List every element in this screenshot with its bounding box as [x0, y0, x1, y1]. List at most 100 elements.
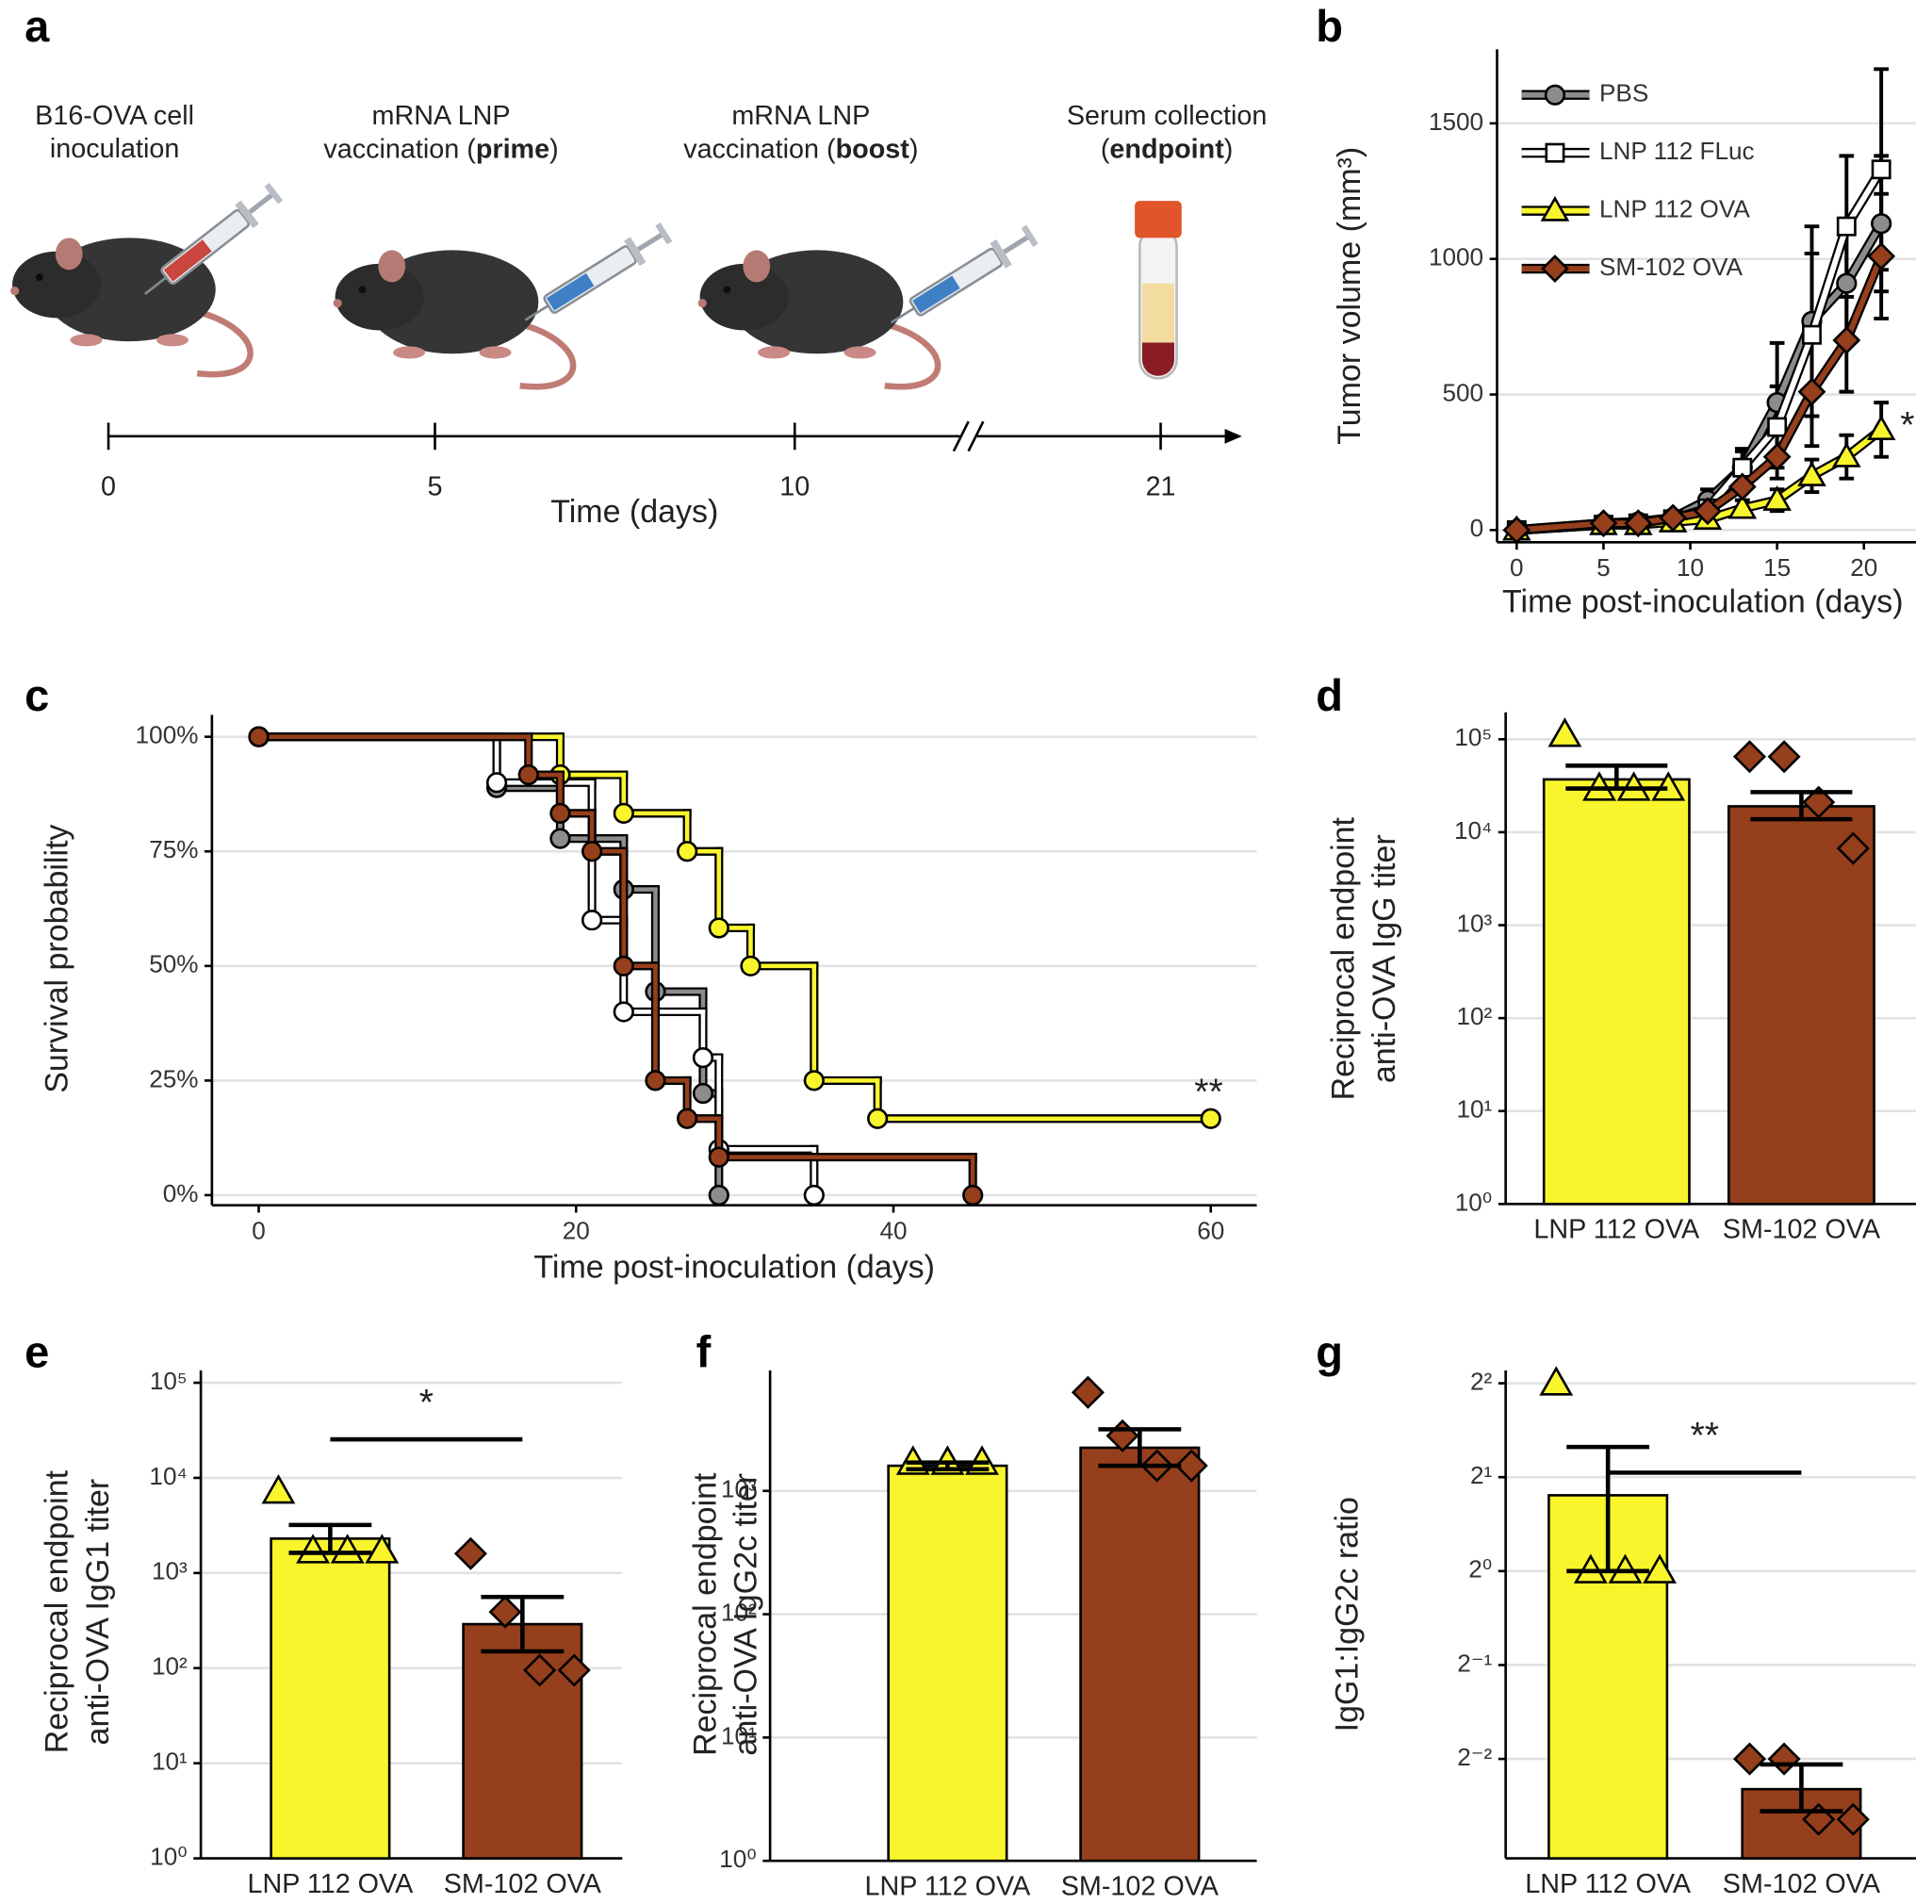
legend-label: SM-102 OVA: [1599, 253, 1744, 281]
x-tick-label: 10: [1677, 553, 1704, 582]
marker: [1541, 254, 1569, 283]
marker: [517, 763, 539, 786]
annotation: **: [1194, 1071, 1223, 1112]
marker: [708, 1146, 729, 1168]
marker: [708, 1184, 729, 1206]
marker: [1732, 740, 1767, 774]
error-bar: [1565, 763, 1668, 791]
marker: [708, 917, 729, 939]
line: [1516, 168, 1884, 533]
x-tick-label: 20: [563, 1216, 590, 1244]
y-tick-label: 100%: [136, 721, 199, 749]
event-label-part: vaccination (: [683, 134, 836, 164]
marker: [581, 841, 603, 862]
marker: [1643, 1553, 1678, 1584]
x-tick-label: LNP 112 OVA: [864, 1872, 1031, 1902]
x-tick-label: 5: [1596, 553, 1611, 582]
timeline-tick-label: 0: [101, 471, 116, 501]
error-bar: [1760, 1762, 1843, 1814]
line: [1516, 254, 1884, 533]
marker: [1762, 484, 1792, 511]
marker: [330, 1534, 365, 1564]
y-tick-label: 10⁵: [1454, 723, 1492, 751]
line-outline: [1515, 167, 1886, 535]
event-label-part: boost: [836, 134, 910, 164]
x-tick-label: 20: [1850, 553, 1877, 582]
marker: [296, 1534, 331, 1564]
panel-label: b: [1316, 1, 1343, 51]
inoculation-syringe: [136, 180, 285, 305]
timeline-tick-label: 21: [1146, 471, 1176, 501]
marker: [523, 1653, 557, 1687]
x-axis-label: Time post-inoculation (days): [1502, 584, 1904, 620]
y-tick-label: 50%: [149, 950, 198, 978]
y-axis-label: Tumor volume (mm³): [1332, 147, 1367, 445]
error-bar: [1566, 1444, 1650, 1574]
y-tick-label: 10⁰: [719, 1845, 757, 1873]
marker: [1802, 324, 1822, 345]
marker: [1174, 1449, 1208, 1483]
marker: [365, 1534, 400, 1564]
annotation: *: [419, 1382, 434, 1423]
event-label-part: ): [549, 134, 559, 164]
panel-label: g: [1316, 1327, 1343, 1377]
x-tick-label: LNP 112 OVA: [1525, 1869, 1692, 1899]
marker: [645, 1070, 666, 1092]
boost-mouse: [698, 250, 938, 386]
x-tick-label: 60: [1197, 1216, 1224, 1244]
marker: [581, 910, 603, 931]
prime-mouse: [334, 250, 573, 386]
y-tick-label: 500: [1443, 378, 1484, 406]
y-tick-label: 10¹: [1456, 1095, 1492, 1124]
legend-label: LNP 112 OVA: [1599, 195, 1750, 223]
event-label: inoculation: [50, 134, 179, 164]
y-axis-label: anti-OVA IgG1 titer: [80, 1479, 116, 1746]
marker: [485, 772, 508, 794]
y-tick-label: 10²: [721, 1598, 757, 1626]
y-tick-label: 10⁵: [150, 1367, 188, 1395]
y-tick-label: 2¹: [1470, 1461, 1493, 1489]
y-tick-label: 2²: [1470, 1367, 1493, 1395]
x-tick-label: SM-102 OVA: [444, 1869, 602, 1899]
y-axis-label: Reciprocal endpoint: [40, 1469, 75, 1753]
axis-break: [952, 420, 970, 452]
bar: [462, 1622, 583, 1860]
x-axis-label: Time post-inoculation (days): [533, 1250, 935, 1286]
boost-syringe: [883, 222, 1040, 335]
bar: [1079, 1446, 1201, 1863]
timeline-axis-label: Time (days): [550, 494, 718, 530]
marker: [1539, 1366, 1574, 1396]
marker: [1831, 441, 1861, 468]
error-bar: [906, 1460, 990, 1472]
marker: [549, 802, 571, 824]
event-label: B16-OVA cell: [35, 101, 194, 131]
event-label: mRNA LNP: [372, 101, 511, 131]
timeline-tick-label: 10: [779, 471, 810, 501]
annotation: **: [1691, 1415, 1720, 1456]
y-tick-label: 10¹: [721, 1721, 757, 1749]
axis-break: [967, 420, 985, 452]
marker: [261, 1474, 296, 1504]
x-tick-label: SM-102 OVA: [1723, 1215, 1881, 1245]
y-axis-label: Reciprocal endpoint: [687, 1472, 723, 1756]
error-bar: [481, 1594, 565, 1654]
event-label-part: endpoint: [1109, 134, 1224, 164]
y-tick-label: 10³: [721, 1475, 757, 1503]
marker: [1867, 241, 1896, 271]
bar: [1727, 805, 1875, 1206]
marker: [1767, 417, 1788, 437]
y-axis-label: Survival probability: [40, 825, 75, 1093]
panel-label: f: [696, 1327, 712, 1377]
error-bar: [1750, 790, 1853, 822]
y-tick-label: 25%: [149, 1064, 198, 1092]
y-tick-label: 10⁰: [1455, 1188, 1493, 1216]
event-label-part: ): [1224, 134, 1234, 164]
marker: [1836, 1802, 1870, 1836]
event-label-part: ): [909, 134, 919, 164]
marker: [453, 1536, 487, 1570]
inoculation-mouse: [10, 238, 250, 374]
x-tick-label: 40: [879, 1216, 907, 1244]
y-tick-label: 2⁰: [1468, 1555, 1492, 1584]
y-tick-label: 10⁴: [1454, 816, 1492, 845]
